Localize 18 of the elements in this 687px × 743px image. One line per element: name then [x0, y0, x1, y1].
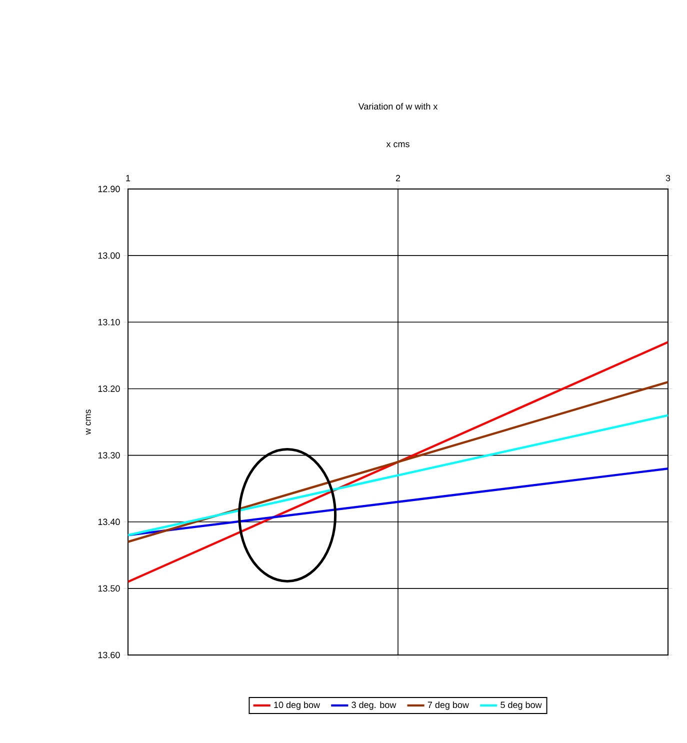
y-tick-label: 13.60 — [98, 652, 120, 658]
y-tick-label: 13.40 — [98, 518, 120, 526]
y-tick-label: 13.00 — [98, 252, 120, 259]
y-tick-label: 12.90 — [98, 186, 120, 192]
legend-label: 3 deg. bow — [352, 701, 396, 710]
y-tick-label: 13.50 — [98, 585, 120, 592]
legend-label: 5 deg bow — [500, 701, 542, 710]
x-tick-label: 1 — [126, 175, 130, 182]
y-axis-title: w cms — [86, 410, 91, 435]
x-tick-label: 3 — [666, 174, 670, 182]
y-tick-label: 13.20 — [98, 386, 120, 392]
x-tick-label: 2 — [396, 174, 400, 182]
y-tick-label: 13.10 — [98, 318, 120, 326]
legend-label: 10 deg bow — [274, 701, 320, 710]
y-tick-label: 13.30 — [98, 452, 120, 458]
chart-title: Variation of w with x — [358, 102, 438, 110]
legend-label: 7 deg bow — [428, 701, 469, 710]
x-axis-title: x cms — [386, 142, 410, 148]
